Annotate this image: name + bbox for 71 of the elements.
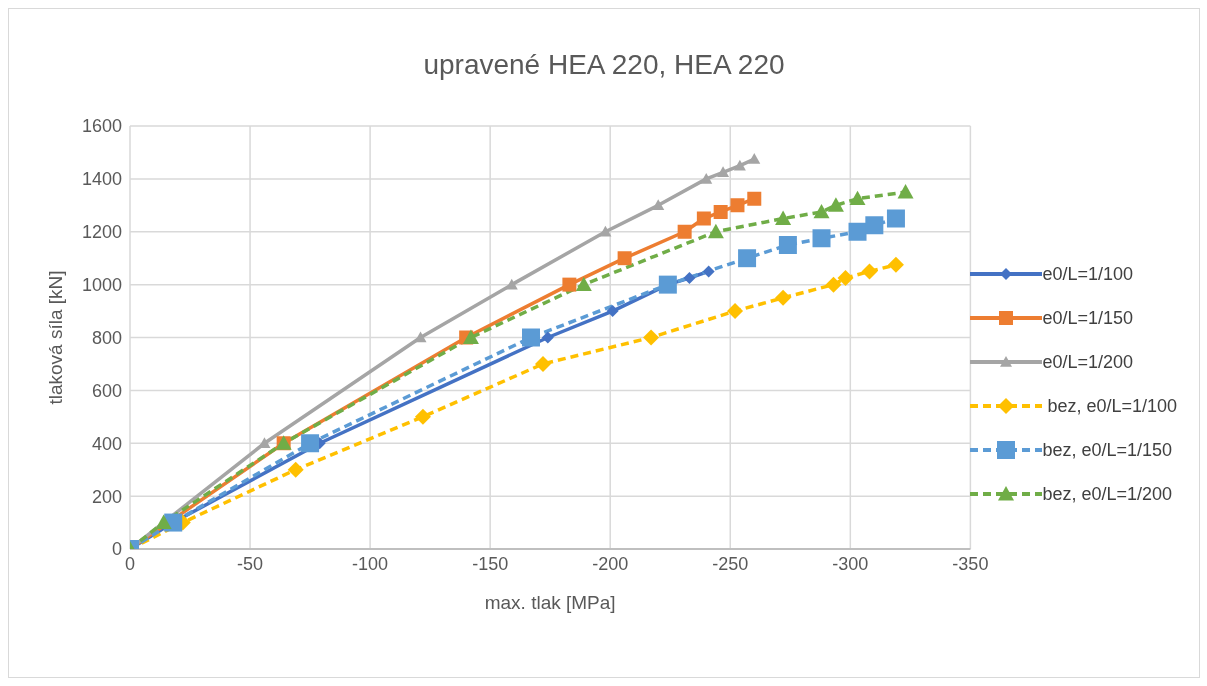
x-tick-label: 0 bbox=[124, 553, 136, 574]
point bbox=[778, 235, 797, 254]
point bbox=[677, 224, 692, 239]
y-tick-label: 200 bbox=[91, 486, 122, 507]
point bbox=[643, 329, 660, 346]
point bbox=[414, 408, 431, 425]
point bbox=[707, 223, 724, 239]
point bbox=[700, 172, 713, 184]
legend-label: e0/L=1/150 bbox=[1042, 307, 1133, 330]
point bbox=[713, 204, 728, 219]
point bbox=[738, 249, 757, 268]
legend-label: bez, e0/L=1/100 bbox=[1046, 395, 1177, 418]
point bbox=[887, 256, 904, 273]
y-axis-title: tlaková síla [kN] bbox=[44, 270, 66, 405]
point bbox=[562, 277, 577, 292]
point bbox=[155, 514, 172, 529]
point bbox=[861, 263, 878, 280]
point bbox=[652, 199, 665, 211]
y-tick-label: 1200 bbox=[81, 222, 122, 243]
point bbox=[848, 222, 867, 241]
point bbox=[462, 329, 479, 344]
y-tick-label: 800 bbox=[91, 327, 122, 348]
x-tick-label: -200 bbox=[592, 553, 629, 574]
point bbox=[827, 197, 844, 212]
x-tick-label: -100 bbox=[352, 553, 389, 574]
x-tick-label: -50 bbox=[237, 553, 264, 574]
legend-label: bez, e0/L=1/150 bbox=[1042, 439, 1172, 462]
point bbox=[696, 211, 711, 226]
x-tick-label: -150 bbox=[472, 553, 509, 574]
point bbox=[599, 225, 612, 237]
point bbox=[849, 190, 866, 206]
y-tick-label: 1600 bbox=[81, 116, 122, 137]
point bbox=[534, 355, 551, 372]
point bbox=[825, 276, 842, 293]
point bbox=[617, 251, 632, 266]
x-axis-title: max. tlak [MPa] bbox=[484, 592, 616, 613]
point bbox=[683, 272, 696, 285]
point bbox=[730, 198, 745, 213]
point bbox=[505, 278, 518, 290]
y-tick-label: 600 bbox=[91, 380, 122, 401]
point bbox=[886, 209, 905, 228]
point bbox=[287, 461, 304, 478]
point bbox=[865, 216, 884, 235]
point bbox=[813, 203, 830, 219]
legend-label: e0/L=1/100 bbox=[1042, 263, 1133, 286]
point bbox=[727, 303, 744, 320]
y-tick-label: 1400 bbox=[81, 169, 122, 190]
x-tick-label: -250 bbox=[712, 553, 749, 574]
legend-label: e0/L=1/200 bbox=[1042, 351, 1133, 374]
legend-label: bez, e0/L=1/200 bbox=[1042, 483, 1172, 506]
point bbox=[748, 153, 761, 164]
point bbox=[702, 265, 715, 278]
point bbox=[747, 191, 762, 206]
point bbox=[733, 159, 746, 171]
point bbox=[897, 184, 914, 199]
x-tick-label: -300 bbox=[832, 553, 869, 574]
point bbox=[541, 331, 554, 344]
x-tick-label: -350 bbox=[952, 553, 989, 574]
point bbox=[606, 305, 619, 318]
point bbox=[775, 210, 792, 225]
point bbox=[837, 270, 854, 287]
point bbox=[775, 289, 792, 306]
point bbox=[717, 166, 730, 178]
point bbox=[301, 434, 320, 453]
point bbox=[521, 328, 540, 347]
point bbox=[575, 276, 592, 292]
point bbox=[812, 229, 831, 248]
y-tick-label: 400 bbox=[91, 433, 122, 454]
y-tick-label: 0 bbox=[111, 539, 122, 560]
y-tick-label: 1000 bbox=[81, 275, 122, 296]
chart-title: upravené HEA 220, HEA 220 bbox=[422, 48, 786, 82]
